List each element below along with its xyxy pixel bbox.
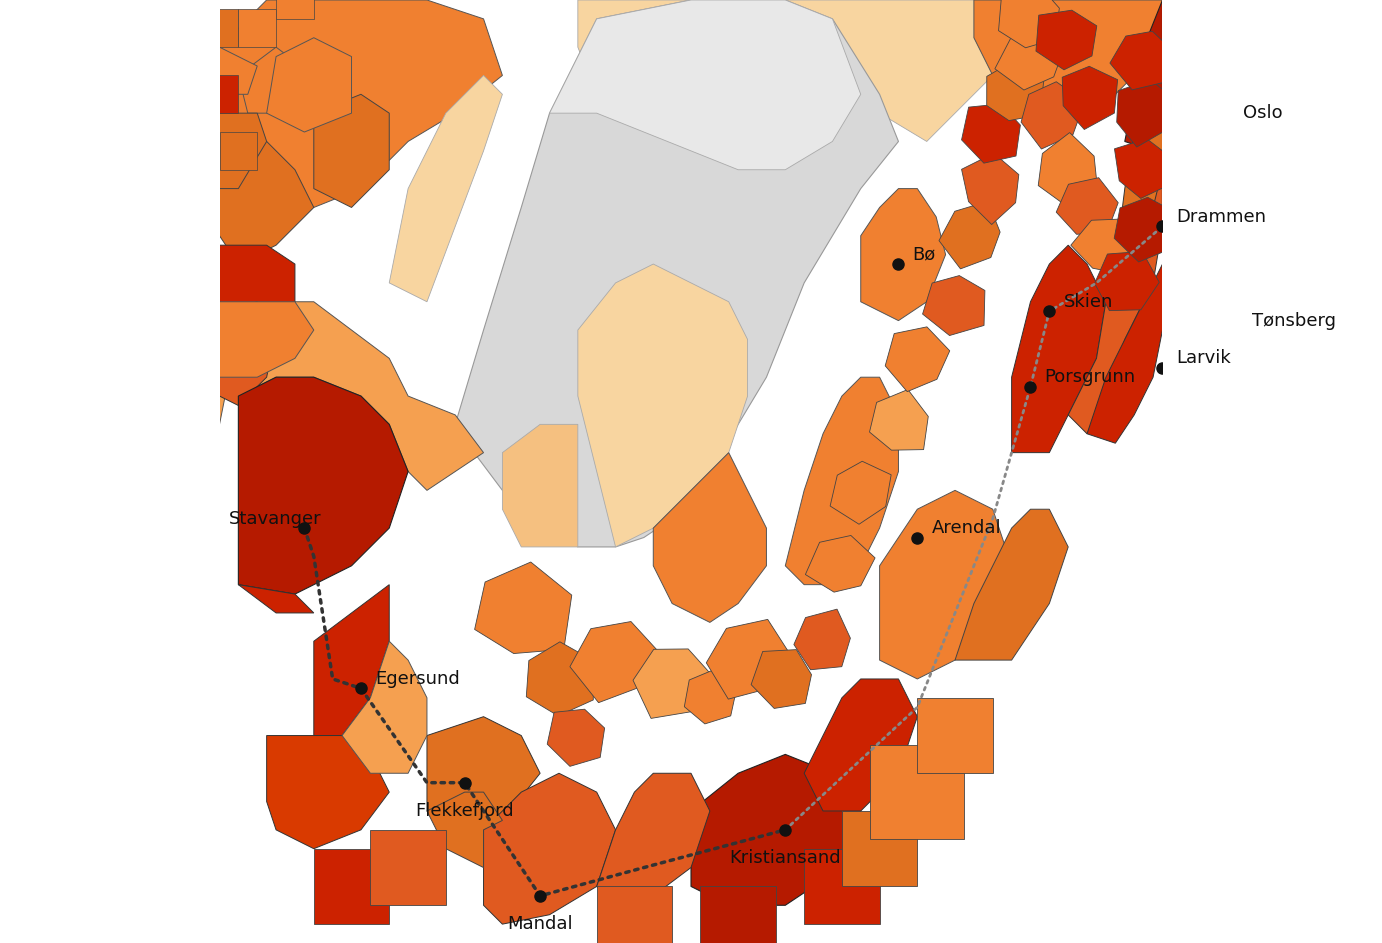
Polygon shape [831, 461, 891, 524]
Text: Stavanger: Stavanger [229, 509, 322, 528]
Polygon shape [1125, 0, 1162, 151]
Polygon shape [995, 22, 1066, 90]
Polygon shape [999, 0, 1060, 48]
Text: Porsgrunn: Porsgrunn [1045, 368, 1136, 387]
Polygon shape [1056, 177, 1118, 234]
Polygon shape [390, 75, 503, 302]
Text: Drammen: Drammen [1176, 207, 1267, 226]
Polygon shape [547, 709, 605, 767]
Polygon shape [474, 562, 572, 653]
Polygon shape [220, 302, 314, 377]
Text: Flekkefjord: Flekkefjord [416, 802, 514, 820]
Polygon shape [806, 536, 875, 592]
Polygon shape [238, 47, 314, 113]
Polygon shape [861, 189, 945, 321]
Polygon shape [343, 641, 427, 773]
Polygon shape [804, 679, 918, 811]
Polygon shape [962, 153, 1019, 224]
Polygon shape [220, 141, 314, 264]
Polygon shape [220, 47, 257, 94]
Polygon shape [427, 717, 540, 830]
Polygon shape [1021, 82, 1085, 149]
Polygon shape [923, 275, 985, 336]
Text: Larvik: Larvik [1176, 349, 1231, 368]
Text: Oslo: Oslo [1242, 104, 1282, 123]
Polygon shape [955, 509, 1068, 660]
Polygon shape [918, 698, 992, 773]
Polygon shape [427, 792, 503, 868]
Polygon shape [220, 0, 503, 207]
Polygon shape [484, 773, 615, 924]
Polygon shape [238, 585, 314, 613]
Polygon shape [503, 424, 578, 547]
Polygon shape [869, 389, 929, 450]
Polygon shape [879, 490, 1012, 679]
Polygon shape [455, 0, 898, 547]
Polygon shape [654, 453, 767, 622]
Polygon shape [314, 849, 390, 924]
Polygon shape [1114, 197, 1176, 262]
Polygon shape [750, 650, 811, 708]
Polygon shape [276, 0, 314, 19]
Polygon shape [267, 38, 351, 132]
Polygon shape [220, 302, 484, 490]
Polygon shape [578, 0, 1021, 141]
Text: Tønsberg: Tønsberg [1252, 311, 1336, 330]
Polygon shape [550, 0, 861, 170]
Polygon shape [200, 75, 238, 113]
Text: Arendal: Arendal [931, 519, 1001, 538]
Polygon shape [1071, 219, 1135, 274]
Polygon shape [886, 327, 949, 391]
Polygon shape [1038, 133, 1097, 207]
Polygon shape [793, 609, 850, 670]
Polygon shape [267, 736, 390, 849]
Polygon shape [804, 849, 879, 924]
Polygon shape [220, 245, 294, 321]
Polygon shape [633, 649, 714, 719]
Text: Egersund: Egersund [375, 670, 460, 688]
Polygon shape [238, 377, 408, 594]
Polygon shape [1110, 31, 1173, 90]
Text: Kristiansand: Kristiansand [730, 849, 842, 868]
Polygon shape [701, 886, 775, 943]
Polygon shape [597, 886, 672, 943]
Polygon shape [314, 585, 390, 736]
Polygon shape [871, 745, 965, 839]
Polygon shape [220, 302, 276, 405]
Polygon shape [1068, 170, 1162, 434]
Polygon shape [987, 60, 1043, 121]
Text: Bø: Bø [912, 245, 936, 264]
Polygon shape [238, 9, 276, 47]
Polygon shape [1088, 264, 1162, 443]
Polygon shape [842, 811, 918, 886]
Polygon shape [684, 669, 737, 724]
Polygon shape [200, 9, 238, 47]
Polygon shape [1095, 252, 1159, 310]
Polygon shape [1114, 139, 1171, 198]
Polygon shape [220, 113, 267, 189]
Polygon shape [706, 620, 792, 699]
Polygon shape [785, 377, 898, 585]
Polygon shape [527, 642, 593, 716]
Polygon shape [1117, 80, 1177, 147]
Polygon shape [1115, 113, 1162, 283]
Polygon shape [220, 132, 257, 170]
Polygon shape [938, 202, 1001, 269]
Polygon shape [578, 264, 748, 547]
Polygon shape [1036, 10, 1097, 70]
Polygon shape [370, 830, 446, 905]
Polygon shape [974, 0, 1162, 113]
Polygon shape [962, 104, 1020, 163]
Polygon shape [569, 621, 661, 703]
Text: Mandal: Mandal [507, 915, 574, 934]
Polygon shape [691, 754, 861, 905]
Polygon shape [597, 773, 710, 905]
Polygon shape [1063, 66, 1118, 129]
Text: Skien: Skien [1064, 292, 1113, 311]
Polygon shape [314, 94, 390, 207]
Polygon shape [1012, 245, 1106, 453]
